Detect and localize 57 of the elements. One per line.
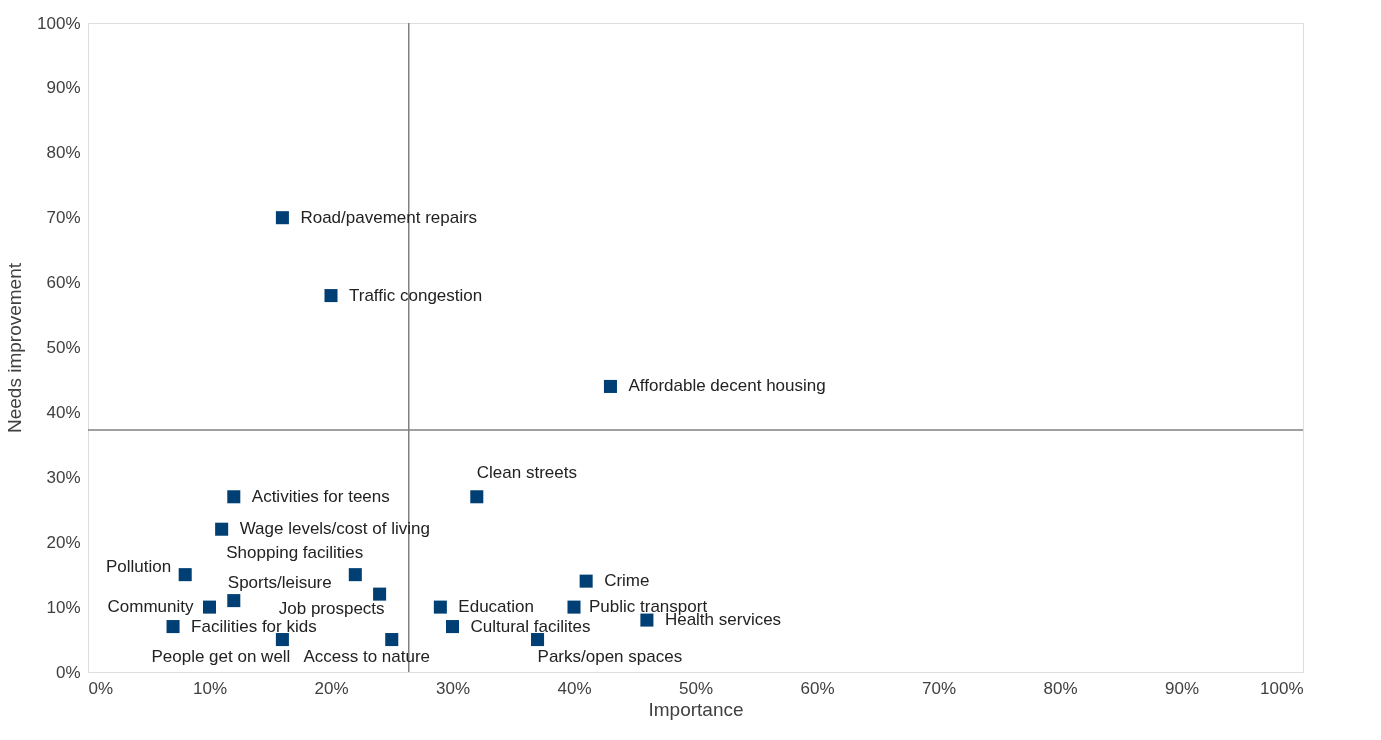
y-tick-label: 70% bbox=[46, 208, 81, 228]
x-tick-label: 70% bbox=[921, 678, 957, 698]
y-tick-label: 100% bbox=[37, 13, 81, 33]
y-tick-label: 10% bbox=[46, 597, 81, 617]
point bbox=[324, 289, 338, 303]
annotation: Affordable decent housing bbox=[628, 376, 826, 396]
point bbox=[275, 211, 289, 225]
y-axis-title: Needs improvement bbox=[4, 262, 26, 434]
point bbox=[227, 594, 241, 608]
x-tick-label: 90% bbox=[1164, 678, 1200, 698]
point bbox=[531, 633, 545, 647]
point bbox=[603, 379, 617, 393]
point bbox=[348, 568, 362, 582]
annotation: Parks/open spaces bbox=[537, 646, 683, 666]
x-tick-label: 60% bbox=[800, 678, 835, 698]
y-tick-label: 50% bbox=[46, 338, 81, 357]
point bbox=[445, 620, 460, 634]
y-tick-label: 60% bbox=[46, 273, 81, 293]
x-tick-label: 100% bbox=[1260, 678, 1304, 698]
y-tick-label: 40% bbox=[46, 402, 81, 422]
annotation: Activities for teens bbox=[251, 486, 390, 506]
point bbox=[178, 568, 192, 582]
y-tick-label: 30% bbox=[46, 467, 81, 487]
point bbox=[385, 633, 399, 647]
x-tick-label: 40% bbox=[557, 678, 592, 698]
point bbox=[227, 490, 241, 504]
annotation: Shopping facilities bbox=[226, 542, 364, 562]
point bbox=[166, 620, 180, 634]
annotation: People get on well bbox=[151, 646, 291, 666]
point bbox=[275, 633, 289, 647]
annotation: Cultural facilites bbox=[470, 616, 591, 636]
y-tick-label: 20% bbox=[46, 532, 81, 552]
point bbox=[215, 522, 229, 536]
point bbox=[579, 574, 593, 588]
x-tick-label: 30% bbox=[435, 678, 471, 698]
annotation: Pollution bbox=[105, 556, 172, 576]
x-tick-label: 0% bbox=[88, 678, 114, 698]
x-tick-label: 50% bbox=[678, 678, 714, 698]
point bbox=[373, 587, 387, 601]
point bbox=[202, 600, 217, 614]
y-tick-label: 90% bbox=[46, 78, 81, 98]
y-tick-label: 0% bbox=[55, 662, 81, 682]
annotation: Clean streets bbox=[476, 462, 577, 482]
annotation: Education bbox=[458, 597, 534, 617]
annotation: Community bbox=[107, 597, 194, 617]
annotation: Facilities for kids bbox=[191, 616, 317, 636]
point bbox=[470, 490, 484, 504]
annotation: Job prospects bbox=[278, 599, 385, 619]
x-axis-title: Importance bbox=[648, 698, 744, 720]
x-tick-label: 80% bbox=[1043, 678, 1078, 698]
annotation: Sports/leisure bbox=[227, 572, 332, 592]
point bbox=[433, 600, 447, 614]
annotation: Crime bbox=[604, 571, 650, 591]
point bbox=[567, 600, 581, 614]
x-tick-label: 20% bbox=[314, 678, 349, 698]
x-tick-label: 10% bbox=[192, 678, 228, 698]
y-tick-label: 80% bbox=[46, 143, 81, 163]
